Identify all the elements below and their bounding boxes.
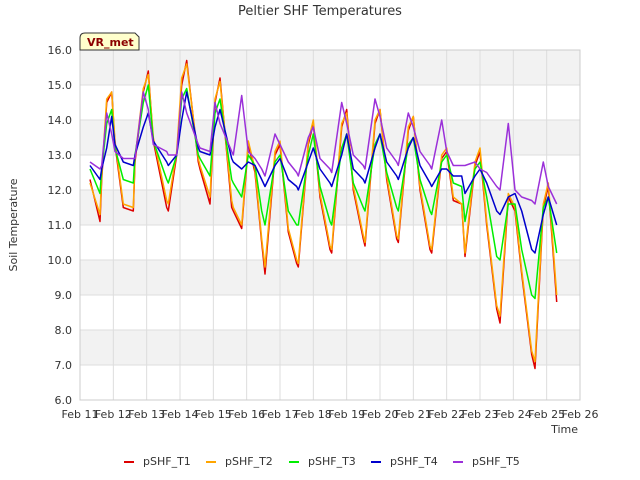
y-tick-label: 8.0 (55, 324, 73, 337)
x-tick-label: Feb 14 (162, 408, 199, 421)
x-tick-label: Feb 18 (295, 408, 332, 421)
x-axis-label: Time (550, 423, 578, 436)
plot-frame (79, 49, 581, 401)
x-tick-label: Feb 17 (262, 408, 299, 421)
x-tick-label: Feb 12 (95, 408, 132, 421)
legend-label: pSHF_T2 (225, 455, 273, 468)
x-tick-label: Feb 11 (62, 408, 99, 421)
y-tick-label: 15.0 (48, 79, 73, 92)
y-tick-label: 13.0 (48, 149, 73, 162)
legend-item-pSHF_T5[interactable]: pSHF_T5 (453, 455, 520, 468)
y-tick-label: 9.0 (55, 289, 73, 302)
x-tick-label: Feb 25 (528, 408, 565, 421)
y-tick-label: 10.0 (48, 254, 73, 267)
x-tick-label: Feb 23 (462, 408, 499, 421)
plot-band (80, 330, 580, 365)
legend-label: pSHF_T3 (308, 455, 356, 468)
y-tick-label: 12.0 (48, 184, 73, 197)
x-tick-label: Feb 13 (128, 408, 165, 421)
x-tick-label: Feb 22 (428, 408, 465, 421)
chart-title: Peltier SHF Temperatures (238, 4, 402, 19)
y-tick-label: 14.0 (48, 114, 73, 127)
x-tick-label: Feb 15 (195, 408, 232, 421)
legend-item-pSHF_T1[interactable]: pSHF_T1 (124, 455, 191, 468)
y-axis-label: Soil Temperature (7, 178, 20, 271)
plot-band (80, 260, 580, 295)
y-tick-label: 16.0 (48, 44, 73, 57)
legend-label: pSHF_T1 (143, 455, 191, 468)
plot-band (80, 155, 580, 190)
series-line-pSHF_T5 (89, 91, 558, 205)
legend-item-pSHF_T2[interactable]: pSHF_T2 (206, 455, 273, 468)
plot-band (80, 295, 580, 330)
x-tick-label: Feb 20 (362, 408, 399, 421)
x-tick-label: Feb 16 (228, 408, 265, 421)
annotation-box (79, 32, 140, 51)
x-tick-label: Feb 19 (328, 408, 365, 421)
series-line-pSHF_T4 (89, 91, 558, 254)
annotation-text: VR_met (87, 36, 134, 49)
legend-label: pSHF_T4 (390, 455, 438, 468)
series-lines (89, 59, 558, 370)
y-axis: 6.0 7.0 8.0 9.0 10.0 11.0 12.0 13.0 14.0 15.0 16.0 (48, 44, 73, 407)
x-tick-label: Feb 26 (562, 408, 599, 421)
x-tick-label: Feb 24 (495, 408, 532, 421)
y-tick-label: 11.0 (48, 219, 73, 232)
legend-label: pSHF_T5 (472, 455, 520, 468)
plot-band (80, 50, 580, 85)
legend-item-pSHF_T3[interactable]: pSHF_T3 (289, 455, 356, 468)
legend-item-pSHF_T4[interactable]: pSHF_T4 (371, 455, 438, 468)
plot-band (80, 85, 580, 120)
y-tick-label: 7.0 (55, 359, 73, 372)
legend: pSHF_T1 pSHF_T2 pSHF_T3 pSHF_T4 pSHF_T5 (124, 455, 520, 468)
annotation-badge[interactable]: VR_met (79, 32, 140, 51)
plot-band (80, 365, 580, 400)
x-tick-label: Feb 21 (395, 408, 432, 421)
y-tick-label: 6.0 (55, 394, 73, 407)
